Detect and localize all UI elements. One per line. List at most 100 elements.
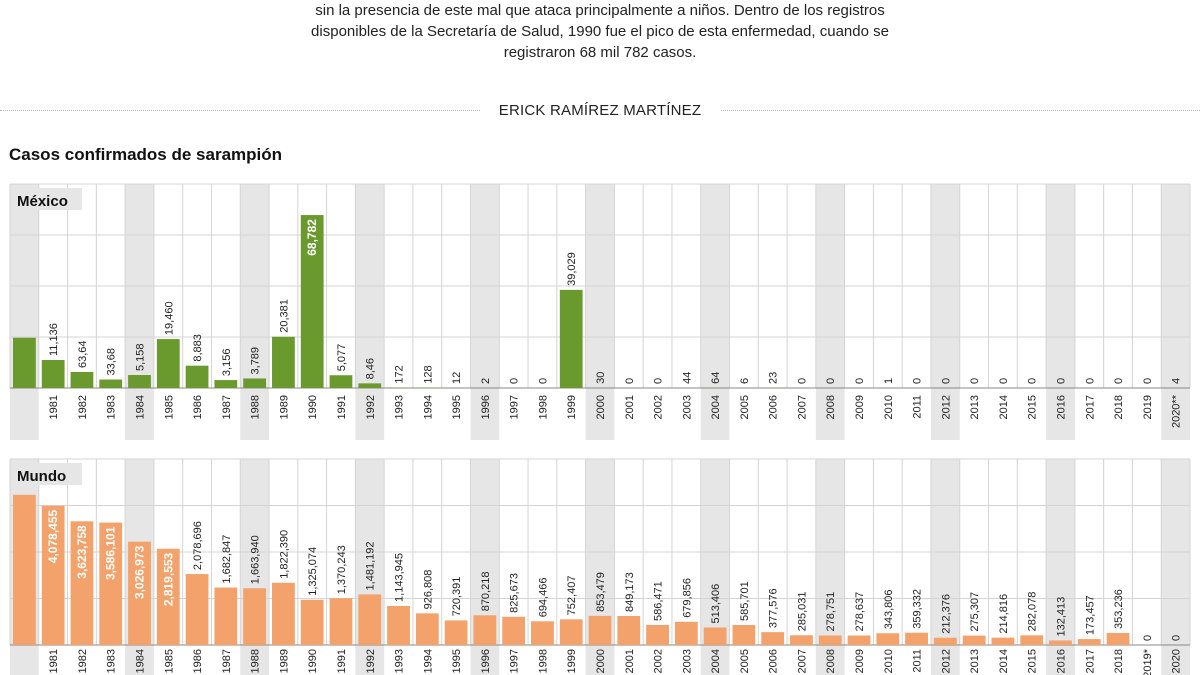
mexico-column-shade <box>1046 184 1075 440</box>
mexico-value-label: 0 <box>1084 378 1096 384</box>
mundo-bar <box>473 615 497 645</box>
mexico-year-label: 2011 <box>912 395 924 419</box>
mexico-year-label: 2012 <box>940 395 952 419</box>
mundo-bar <box>790 635 813 645</box>
mexico-year-label: 2003 <box>681 395 693 419</box>
mexico-value-label: 0 <box>1113 378 1125 384</box>
mexico-value-label: 12 <box>451 372 463 384</box>
mundo-value-label: 343,806 <box>883 590 895 630</box>
mexico-bar <box>272 336 295 388</box>
mexico-year-label: 2005 <box>739 395 751 419</box>
mundo-bar <box>387 605 410 645</box>
mundo-value-label: 0 <box>1171 635 1183 641</box>
mundo-year-label: 2017 <box>1084 649 1096 673</box>
mexico-value-label: 0 <box>1142 378 1154 384</box>
mexico-year-label: 1991 <box>336 395 348 419</box>
mexico-column-shade <box>700 184 730 440</box>
mexico-year-label: 2009 <box>854 395 866 419</box>
mundo-value-label: 285,031 <box>796 592 808 632</box>
mundo-year-label: 1992 <box>365 649 377 673</box>
mexico-bar <box>329 375 353 388</box>
mundo-bar <box>847 635 871 645</box>
mundo-value-label: 278,751 <box>825 592 837 632</box>
mundo-year-label: 2008 <box>825 649 837 673</box>
mexico-value-label: 1 <box>883 378 895 384</box>
mexico-year-label: 1992 <box>365 395 377 419</box>
mexico-year-label: 1983 <box>106 395 118 419</box>
mexico-year-label: 2004 <box>710 395 722 419</box>
mundo-value-label: 926,808 <box>422 570 434 610</box>
mundo-year-label: 2004 <box>710 649 722 673</box>
mexico-value-label: 4 <box>1171 378 1183 384</box>
mundo-year-label: 2005 <box>739 649 751 673</box>
mexico-year-label: 1989 <box>278 395 290 419</box>
mexico-year-label: 2016 <box>1055 395 1067 419</box>
mexico-value-label: 0 <box>969 378 981 384</box>
author-byline: ERICK RAMÍREZ MARTÍNEZ <box>480 100 720 122</box>
mexico-year-label: 1994 <box>422 395 434 419</box>
mundo-year-label: 1998 <box>537 649 549 673</box>
mexico-value-label: 8,883 <box>192 334 204 362</box>
mundo-bar <box>732 625 756 645</box>
mundo-bar <box>70 521 94 645</box>
mundo-year-label: 2016 <box>1055 649 1067 673</box>
mexico-year-label: 1997 <box>509 395 521 419</box>
mexico-year-label: 1985 <box>163 395 175 419</box>
mexico-value-label: 0 <box>796 378 808 384</box>
mundo-year-label: 2006 <box>768 649 780 673</box>
mexico-bar <box>156 339 180 388</box>
mundo-bar <box>185 574 209 645</box>
mundo-value-label: 585,701 <box>739 581 751 621</box>
mexico-year-label: 2014 <box>998 395 1010 419</box>
intro-line-1: sin la presencia de este mal que ataca p… <box>315 2 885 19</box>
mexico-column-shade <box>240 184 270 440</box>
mundo-value-label: 825,673 <box>509 573 521 613</box>
mexico-column-shade <box>10 184 39 440</box>
mexico-value-label: 6 <box>739 378 751 384</box>
mundo-bar <box>156 548 180 645</box>
mexico-value-label: 30 <box>595 372 607 384</box>
mundo-bar <box>905 632 928 645</box>
mundo-value-label: 1,663,940 <box>250 535 262 584</box>
mundo-year-label: 1999 <box>566 649 578 673</box>
mexico-value-label: 0 <box>854 378 866 384</box>
mexico-year-label: 2020** <box>1171 394 1183 428</box>
mundo-value-label: 4,078,455 <box>46 509 60 563</box>
mundo-year-label: 2001 <box>624 649 636 673</box>
mundo-column-shade <box>1046 459 1075 675</box>
mundo-value-label: 212,376 <box>940 594 952 634</box>
mexico-year-label: 2006 <box>768 395 780 419</box>
mexico-value-label: 3,789 <box>250 347 262 375</box>
mexico-year-label: 2007 <box>796 395 808 419</box>
mundo-value-label: 2,078,696 <box>192 521 204 570</box>
mexico-value-label: 0 <box>509 378 521 384</box>
mexico-value-label: 5,158 <box>135 344 147 372</box>
mexico-year-label: 2000 <box>595 395 607 419</box>
mundo-value-label: 3,586,101 <box>104 526 118 580</box>
mundo-bar <box>962 635 986 645</box>
mundo-value-label: 720,391 <box>451 577 463 617</box>
mundo-year-label: 2019* <box>1142 648 1154 675</box>
intro-line-3: registraron 68 mil 782 casos. <box>503 44 697 61</box>
mexico-value-label: 68,782 <box>305 219 319 256</box>
mundo-bar <box>415 613 439 645</box>
mexico-year-label: 1982 <box>77 395 89 419</box>
mundo-year-label: 2000 <box>595 649 607 673</box>
mexico-value-label: 0 <box>940 378 952 384</box>
mundo-value-label: 1,325,074 <box>307 547 319 596</box>
mundo-year-label: 2010 <box>883 649 895 673</box>
mundo-value-label: 1,682,847 <box>221 535 233 584</box>
mexico-value-label: 0 <box>1055 378 1067 384</box>
mundo-value-label: 870,218 <box>480 572 492 612</box>
mundo-value-label: 1,370,243 <box>336 545 348 594</box>
mundo-bar <box>300 599 324 645</box>
mundo-year-label: 1990 <box>307 649 319 673</box>
mundo-year-label: 2011 <box>912 649 924 673</box>
mexico-column-shade <box>930 184 960 440</box>
mundo-year-label: 2013 <box>969 649 981 673</box>
mexico-value-label: 0 <box>537 378 549 384</box>
mundo-value-label: 1,143,945 <box>394 553 406 602</box>
mundo-year-label: 2015 <box>1027 649 1039 673</box>
mundo-year-label: 2018 <box>1113 649 1125 673</box>
